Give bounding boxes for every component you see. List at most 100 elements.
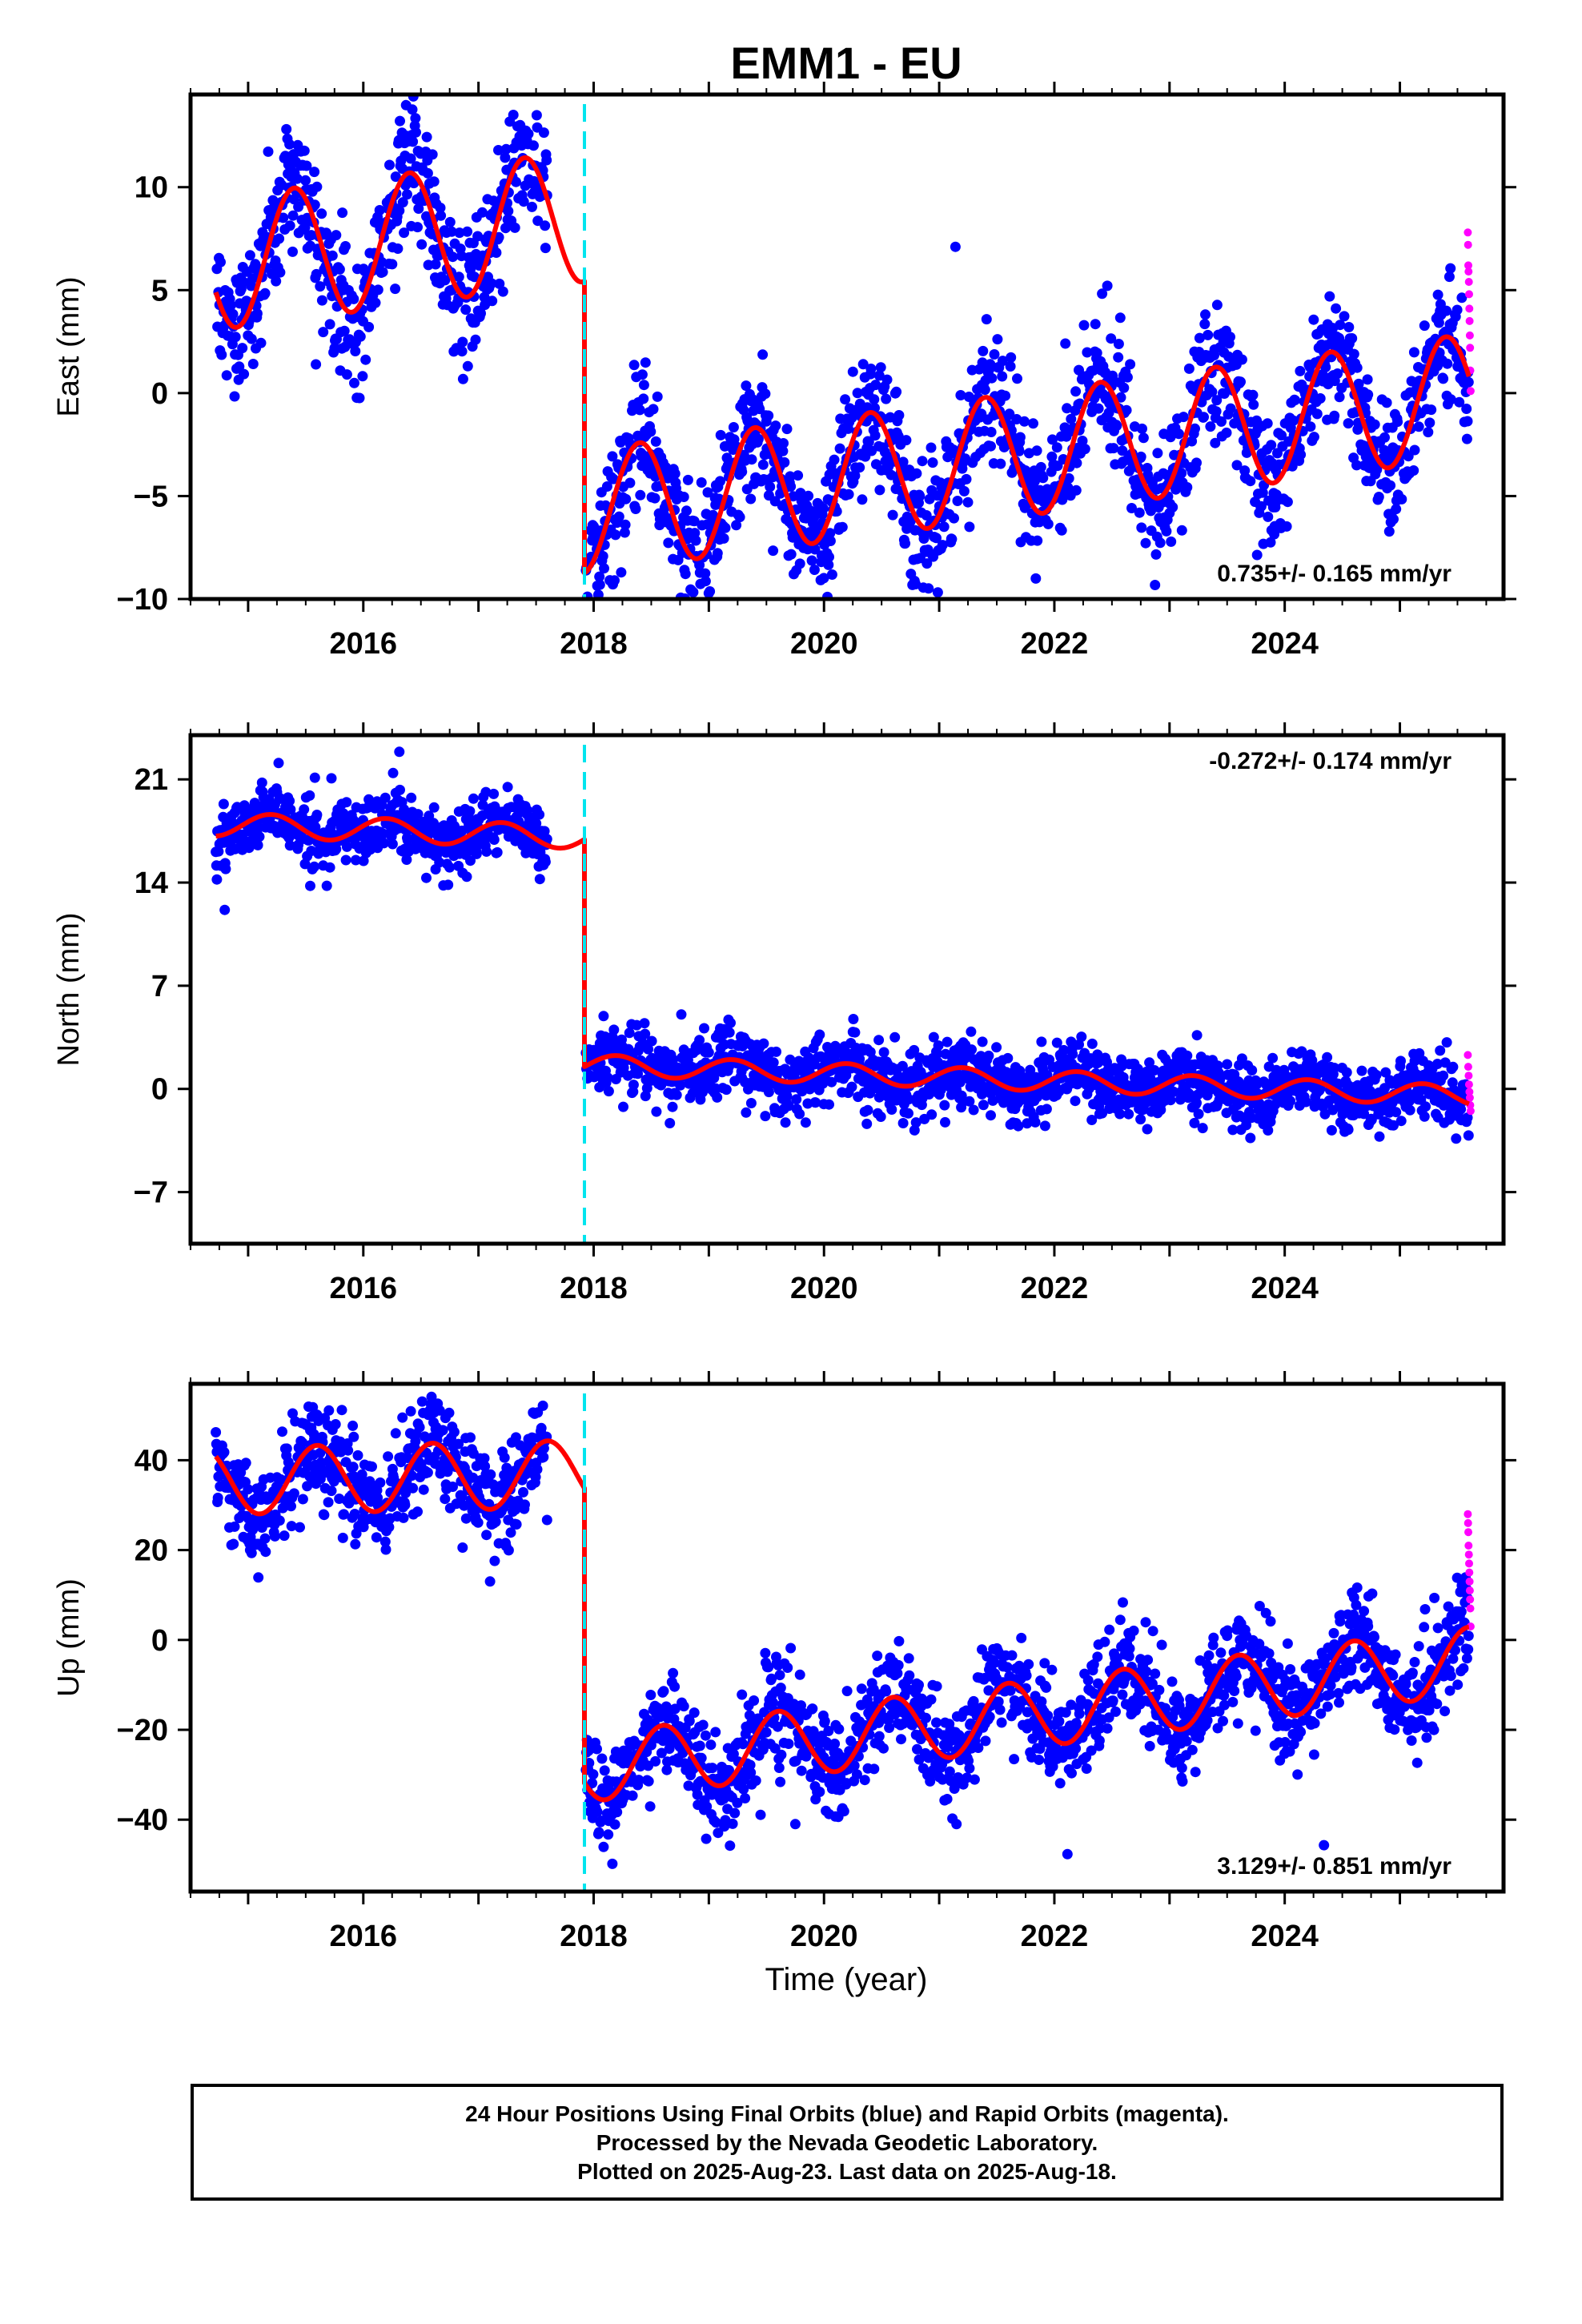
- final-point: [454, 227, 465, 239]
- final-point: [688, 587, 699, 597]
- final-point: [689, 606, 699, 617]
- final-point: [781, 1091, 793, 1102]
- final-point: [873, 1035, 885, 1046]
- final-point: [540, 220, 551, 231]
- final-point: [682, 474, 693, 485]
- final-point: [541, 155, 552, 166]
- final-point: [536, 1422, 547, 1433]
- final-point: [607, 451, 618, 462]
- final-point: [1216, 416, 1227, 427]
- final-point: [387, 838, 398, 850]
- final-point: [765, 481, 776, 493]
- final-point: [421, 872, 432, 883]
- final-point: [599, 1765, 610, 1776]
- final-point: [869, 430, 881, 441]
- final-point: [453, 1438, 464, 1449]
- final-point: [509, 222, 520, 233]
- final-point: [502, 782, 513, 793]
- final-point: [326, 1486, 337, 1497]
- final-point: [1347, 333, 1358, 344]
- final-point: [1150, 580, 1161, 590]
- final-point: [1343, 418, 1354, 429]
- final-point: [378, 838, 389, 849]
- final-point: [1211, 406, 1222, 417]
- final-point: [914, 491, 926, 501]
- final-point: [809, 565, 820, 575]
- final-point: [340, 241, 351, 251]
- final-point: [487, 296, 498, 307]
- x-tick-label: 2018: [560, 627, 628, 661]
- final-point: [1197, 1123, 1208, 1134]
- final-point: [847, 366, 858, 377]
- final-point: [692, 1789, 703, 1800]
- final-point: [1462, 1112, 1473, 1124]
- final-point: [897, 456, 909, 468]
- y-tick-label: −7: [134, 1176, 168, 1210]
- rapid-point: [1466, 344, 1475, 352]
- final-point: [1142, 1124, 1153, 1135]
- rapid-point: [1465, 304, 1474, 313]
- final-point: [715, 476, 725, 487]
- final-point: [446, 226, 457, 237]
- final-point: [430, 259, 441, 270]
- final-point: [1030, 476, 1040, 487]
- final-point: [964, 521, 975, 533]
- final-point: [255, 337, 267, 348]
- final-point: [1070, 1096, 1081, 1107]
- final-point: [1363, 389, 1374, 400]
- final-point: [640, 357, 651, 368]
- final-point: [665, 1118, 676, 1128]
- final-point: [885, 469, 897, 480]
- final-point: [995, 458, 1006, 469]
- final-point: [1461, 404, 1472, 414]
- final-point: [684, 1715, 695, 1727]
- final-point: [675, 1080, 686, 1091]
- final-point: [592, 589, 604, 599]
- final-point: [986, 1110, 996, 1121]
- final-point: [1343, 1124, 1354, 1136]
- final-point: [1451, 1133, 1462, 1144]
- final-point: [757, 459, 769, 470]
- final-point: [1063, 472, 1074, 484]
- final-point: [1165, 432, 1176, 443]
- final-point: [1456, 292, 1468, 304]
- final-point: [878, 1047, 889, 1058]
- final-point: [1114, 1108, 1126, 1120]
- final-point: [700, 1730, 711, 1741]
- final-point: [758, 1038, 769, 1049]
- final-point: [240, 1458, 251, 1469]
- final-point: [634, 404, 645, 416]
- final-point: [444, 216, 456, 227]
- final-point: [407, 104, 418, 115]
- y-tick-label: 7: [151, 970, 168, 1003]
- final-point: [1012, 373, 1022, 384]
- final-point: [457, 373, 468, 384]
- y-tick-label: 0: [151, 1073, 168, 1107]
- east-plot-frame: [188, 92, 1506, 601]
- final-point: [383, 1522, 395, 1533]
- final-point: [357, 371, 368, 382]
- final-point: [352, 1449, 363, 1461]
- final-point: [1046, 451, 1058, 462]
- final-point: [1379, 432, 1390, 443]
- final-point: [360, 354, 371, 365]
- final-point: [780, 1117, 791, 1128]
- final-point: [297, 1437, 308, 1449]
- final-point: [397, 1412, 408, 1423]
- final-point: [794, 558, 805, 569]
- final-point: [1383, 526, 1395, 537]
- final-point: [518, 1486, 528, 1498]
- final-point: [596, 1753, 608, 1764]
- final-point: [212, 1492, 223, 1503]
- final-point: [380, 1544, 391, 1555]
- final-point: [1014, 445, 1025, 456]
- final-point: [1248, 399, 1259, 410]
- final-point: [649, 493, 661, 504]
- final-point: [809, 544, 821, 555]
- final-point: [1441, 305, 1452, 316]
- final-point: [618, 1101, 628, 1112]
- rapid-point: [1466, 1107, 1475, 1116]
- final-point: [1276, 430, 1287, 441]
- final-point: [225, 300, 236, 311]
